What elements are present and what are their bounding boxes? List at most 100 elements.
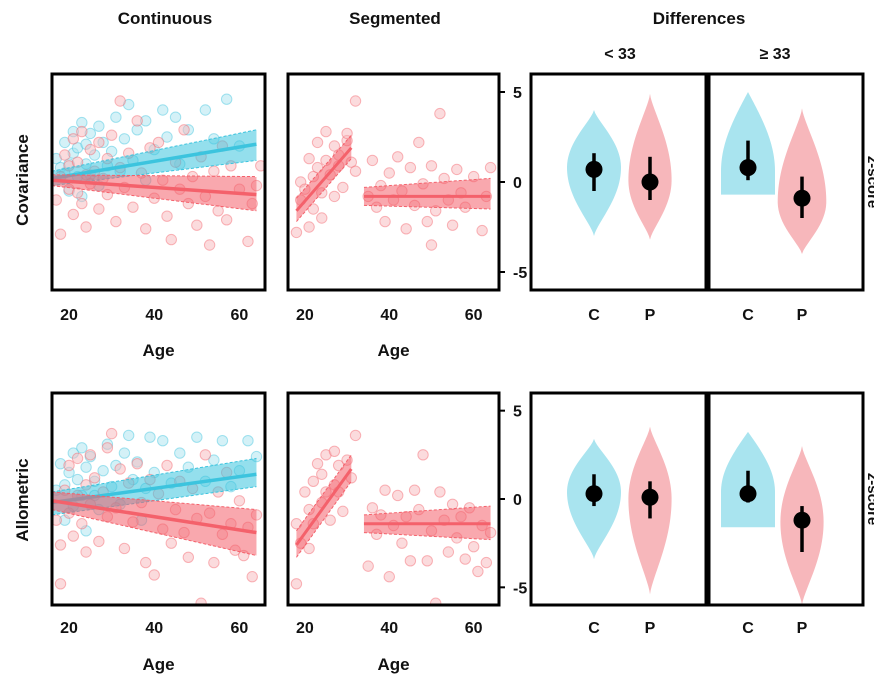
- confidence-band-lower: [52, 486, 257, 516]
- scatter-point: [392, 151, 404, 163]
- scatter-point: [131, 115, 143, 127]
- mean-point: [739, 159, 757, 177]
- scatter-point: [362, 560, 374, 572]
- scatter-point: [290, 578, 303, 590]
- scatter-point: [255, 160, 265, 172]
- x-axis-label: Age: [377, 341, 409, 360]
- scatter-point: [316, 468, 328, 480]
- scatter-point: [110, 215, 122, 228]
- scatter-point: [413, 136, 425, 149]
- segment-2-band-upper: [363, 177, 491, 188]
- scatter-point: [299, 486, 311, 498]
- x-tick-label: 20: [60, 307, 78, 324]
- scatter-point: [71, 473, 84, 486]
- scatter-point: [110, 111, 122, 123]
- scatter-point: [67, 530, 80, 542]
- scatter-point: [131, 457, 143, 470]
- scatter-point: [157, 104, 169, 116]
- y-tick-label: 0: [513, 175, 522, 192]
- scatter-point: [303, 152, 315, 165]
- panel-content: [290, 429, 497, 605]
- y-tick-label: 5: [513, 404, 522, 421]
- scatter-point: [379, 215, 391, 228]
- scatter-point: [303, 221, 315, 233]
- scatter-point: [242, 435, 254, 447]
- group-title-33-plus: ≥ 33: [759, 46, 790, 63]
- x-tick-label: 40: [145, 620, 163, 637]
- scatter-point: [118, 542, 131, 555]
- scatter-point: [208, 556, 220, 569]
- scatter-point: [178, 124, 190, 136]
- scatter-point: [118, 133, 131, 145]
- confidence-band-upper: [52, 491, 257, 511]
- scatter-point: [303, 542, 315, 555]
- scatter-point: [341, 127, 353, 140]
- scatter-point: [93, 535, 105, 548]
- scatter-point: [76, 125, 88, 138]
- scatter-panel: 20 40 60 Age -5 0 5: [286, 72, 527, 360]
- scatter-point: [93, 136, 105, 149]
- scatter-point: [52, 194, 62, 206]
- mean-point: [585, 485, 603, 503]
- scatter-point: [199, 449, 212, 461]
- scatter-point: [484, 161, 497, 174]
- scatter-point: [383, 571, 395, 583]
- x-tick-label: 60: [465, 620, 483, 637]
- scatter-point: [316, 212, 328, 224]
- scatter-point: [76, 197, 88, 210]
- y-tick-label: 5: [513, 85, 522, 102]
- scatter-point: [199, 104, 212, 116]
- scatter-point: [140, 556, 152, 569]
- fit-line: [52, 178, 257, 197]
- scatter-point: [161, 459, 173, 472]
- scatter-point: [80, 221, 92, 233]
- scatter-point: [76, 518, 88, 530]
- scatter-point: [337, 181, 349, 194]
- scatter-point: [144, 431, 156, 443]
- scatter-point: [290, 226, 303, 239]
- scatter-point: [208, 165, 220, 177]
- scatter-point: [84, 143, 97, 156]
- category-label: P: [797, 620, 808, 637]
- scatter-point: [307, 203, 320, 215]
- segment-1-band-lower: [296, 158, 352, 222]
- scatter-point: [392, 489, 404, 502]
- scatter-point: [434, 107, 446, 120]
- panel-content: [52, 427, 263, 605]
- scatter-point: [328, 140, 341, 152]
- segment-2-band-lower: [363, 204, 491, 210]
- scatter-point: [80, 461, 92, 473]
- scatter-point: [161, 131, 173, 143]
- scatter-point: [472, 565, 484, 578]
- scatter-point: [442, 546, 455, 558]
- panel-frame: [529, 391, 708, 607]
- scatter-point: [161, 210, 173, 222]
- x-tick-label: 40: [380, 620, 398, 637]
- scatter-point: [114, 95, 126, 107]
- scatter-point: [63, 459, 75, 472]
- y-axis-label: z-score: [864, 156, 874, 209]
- panel-content: [52, 93, 265, 251]
- row-label-covariance: Covariance: [13, 134, 32, 226]
- scatter-point: [349, 95, 362, 107]
- scatter-point: [349, 165, 362, 177]
- scatter-point: [400, 223, 412, 235]
- scatter-point: [101, 442, 114, 454]
- scatter-point: [127, 201, 139, 213]
- segment-2-band: [363, 178, 491, 209]
- scatter-point: [191, 431, 203, 443]
- confidence-band-lower: [52, 185, 257, 212]
- x-axis-label: Age: [142, 341, 174, 360]
- x-tick-label: 40: [145, 307, 163, 324]
- scatter-point: [366, 154, 379, 167]
- scatter-point: [67, 208, 80, 221]
- scatter-point: [169, 111, 182, 123]
- scatter-point: [52, 514, 62, 526]
- mean-point: [793, 511, 811, 529]
- y-axis-label: z-score: [864, 473, 874, 526]
- scatter-point: [114, 463, 126, 475]
- scatter-point: [54, 228, 67, 240]
- scatter-point: [459, 553, 471, 565]
- scatter-point: [67, 133, 80, 145]
